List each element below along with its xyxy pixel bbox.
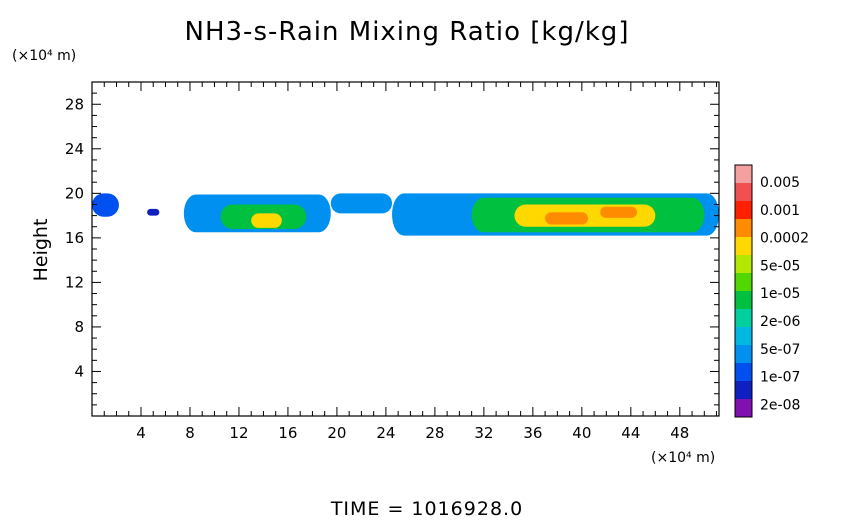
x-tick-label: 44	[621, 424, 640, 442]
x-tick-label: 20	[327, 424, 346, 442]
x-tick-label: 40	[572, 424, 591, 442]
x-tick-label: 24	[376, 424, 395, 442]
colorbar-swatch	[735, 237, 752, 256]
time-label: TIME = 1016928.0	[330, 498, 523, 519]
colorbar-label: 5e-07	[760, 342, 800, 358]
x-tick-label: 8	[185, 424, 195, 442]
colorbar: 0.005 0.001 0.0002 5e-05 1e-05 2e-06 5e-07 1e-0…	[734, 164, 809, 418]
colorbar-swatch	[735, 345, 752, 364]
x-axis-ticks: 4 8 12 16 20 24 28 32 36 40 44 48	[103, 82, 718, 442]
colorbar-label: 1e-05	[760, 286, 800, 302]
y-axis-ticks: 4 8 12 16 20 24 28	[65, 92, 719, 406]
y-tick-label: 16	[65, 229, 84, 247]
colorbar-frame	[734, 164, 753, 418]
y-tick-label: 4	[74, 362, 84, 380]
colorbar-label: 0.0002	[760, 231, 809, 247]
y-axis-unit: (×10⁴ m)	[12, 48, 76, 64]
colorbar-label: 0.005	[760, 175, 800, 191]
x-axis-unit: (×10⁴ m)	[651, 450, 715, 466]
plot-frame	[91, 81, 720, 417]
chart-title: NH3-s-Rain Mixing Ratio [kg/kg]	[185, 17, 630, 47]
colorbar-swatch	[735, 273, 752, 292]
colorbar-swatch	[735, 201, 752, 220]
y-axis-label: Height	[30, 219, 52, 282]
x-tick-label: 36	[523, 424, 542, 442]
x-tick-label: 16	[278, 424, 297, 442]
field-region	[330, 193, 393, 214]
y-tick-label: 8	[74, 318, 84, 336]
colorbar-label: 5e-05	[760, 258, 800, 274]
colorbar-swatch	[735, 327, 752, 346]
colorbar-swatch	[735, 309, 752, 328]
y-tick-label: 28	[65, 95, 84, 113]
colorbar-label: 0.001	[760, 203, 800, 219]
y-tick-label: 20	[65, 184, 84, 202]
y-tick-label: 24	[65, 140, 84, 158]
x-tick-label: 48	[670, 424, 689, 442]
x-tick-label: 28	[425, 424, 444, 442]
colorbar-swatch	[735, 291, 752, 310]
field-region	[92, 193, 119, 217]
colorbar-swatch	[735, 399, 752, 418]
plot-area	[92, 193, 719, 236]
y-tick-label: 12	[65, 273, 84, 291]
colorbar-swatch	[735, 363, 752, 382]
x-tick-label: 12	[229, 424, 248, 442]
field-region	[251, 213, 282, 228]
colorbar-label: 1e-07	[760, 370, 800, 386]
field-region	[147, 208, 160, 216]
x-tick-label: 32	[474, 424, 493, 442]
colorbar-swatch	[735, 219, 752, 238]
field-region	[545, 212, 588, 225]
colorbar-label: 2e-06	[760, 314, 800, 330]
field-region	[600, 206, 637, 218]
colorbar-label: 2e-08	[760, 397, 800, 413]
colorbar-swatch	[735, 255, 752, 274]
x-tick-label: 4	[136, 424, 146, 442]
colorbar-swatch	[735, 165, 752, 184]
colorbar-swatch	[735, 381, 752, 400]
colorbar-swatch	[735, 183, 752, 202]
